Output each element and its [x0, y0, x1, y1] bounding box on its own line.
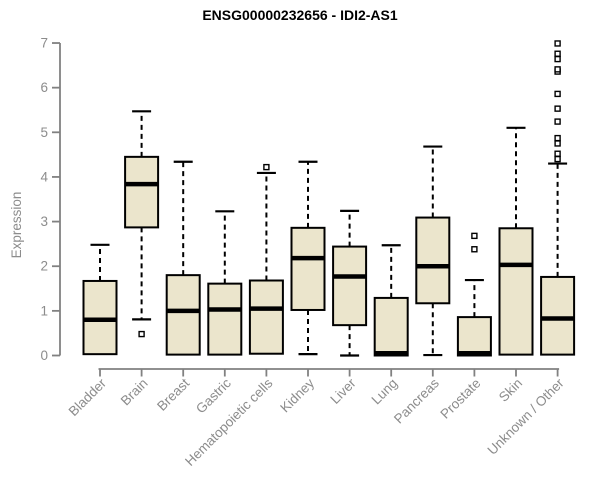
box-pancreas: [415, 216, 451, 305]
box-kidney: [290, 226, 326, 311]
outlier-unknown-other: [554, 150, 561, 157]
outlier-unknown-other: [554, 155, 561, 163]
x-tick-label: Bladder: [66, 375, 110, 419]
box-brain: [124, 155, 160, 229]
outlier-unknown-other: [554, 40, 561, 47]
x-tick-label: Pancreas: [391, 375, 442, 426]
y-tick-label: 1: [40, 303, 48, 318]
outlier-unknown-other: [554, 55, 561, 63]
x-tick-label: Liver: [327, 375, 359, 407]
x-tick-label: Kidney: [277, 375, 317, 415]
x-tick-label: Skin: [496, 376, 525, 405]
y-tick-label: 5: [40, 125, 48, 140]
x-tick-label: Lung: [368, 376, 400, 408]
outlier-unknown-other: [554, 134, 561, 142]
y-tick-label: 3: [40, 214, 48, 229]
box-gastric: [207, 282, 243, 356]
y-tick-label: 7: [40, 36, 48, 51]
x-tick-label: Prostate: [437, 376, 483, 422]
outlier-unknown-other: [554, 66, 561, 73]
chart-title: ENSG00000232656 - IDI2-AS1: [202, 7, 398, 23]
box-hematopoietic-cells: [248, 279, 284, 355]
y-tick-label: 0: [40, 348, 48, 363]
outlier-unknown-other: [554, 50, 561, 57]
x-tick-label: Breast: [154, 375, 192, 413]
y-tick-label: 6: [40, 80, 48, 95]
outlier-unknown-other: [554, 105, 561, 112]
box-lung: [373, 296, 409, 357]
x-tick-label: Gastric: [193, 375, 234, 416]
box-liver: [332, 245, 368, 327]
outlier-brain: [138, 330, 145, 338]
x-tick-label: Brain: [118, 376, 151, 409]
y-tick-label: 2: [40, 259, 48, 274]
outlier-unknown-other: [554, 140, 561, 147]
box-prostate: [456, 316, 492, 357]
outlier-prostate: [471, 246, 478, 253]
outlier-unknown-other: [554, 90, 561, 98]
x-tick-label: Unknown / Other: [484, 375, 567, 458]
outlier-hematopoietic-cells: [263, 163, 270, 171]
y-tick-label: 4: [40, 169, 48, 184]
box-breast: [165, 274, 201, 356]
box-unknown-other: [540, 275, 576, 356]
outlier-prostate: [471, 232, 478, 240]
box-skin: [498, 227, 534, 356]
outlier-unknown-other: [554, 118, 561, 125]
